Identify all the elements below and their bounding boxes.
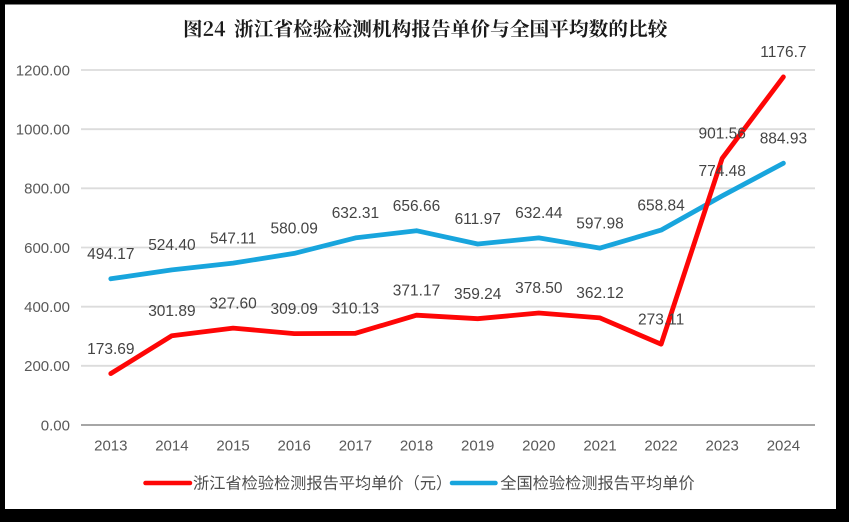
svg-text:1200.00: 1200.00	[16, 62, 70, 79]
svg-text:632.31: 632.31	[332, 205, 379, 222]
svg-text:2022: 2022	[644, 437, 677, 454]
svg-text:378.50: 378.50	[515, 280, 563, 297]
svg-text:1176.7: 1176.7	[760, 44, 806, 61]
svg-text:2017: 2017	[339, 437, 372, 454]
svg-text:611.97: 611.97	[455, 211, 501, 228]
svg-text:2015: 2015	[216, 437, 249, 454]
svg-text:547.11: 547.11	[210, 230, 256, 247]
svg-text:2020: 2020	[522, 437, 555, 454]
svg-text:310.13: 310.13	[332, 301, 379, 318]
svg-text:600.00: 600.00	[24, 240, 70, 257]
svg-text:2021: 2021	[583, 437, 616, 454]
svg-text:2024: 2024	[767, 437, 800, 454]
svg-text:901.56: 901.56	[698, 126, 745, 143]
svg-text:1000.00: 1000.00	[16, 122, 70, 139]
svg-text:301.89: 301.89	[148, 303, 195, 320]
svg-text:2023: 2023	[706, 437, 739, 454]
svg-text:884.93: 884.93	[760, 130, 807, 147]
svg-text:359.24: 359.24	[454, 286, 502, 303]
svg-text:2014: 2014	[155, 437, 188, 454]
svg-text:309.09: 309.09	[270, 301, 317, 318]
svg-text:200.00: 200.00	[24, 358, 70, 375]
svg-text:597.98: 597.98	[576, 215, 623, 232]
svg-text:580.09: 580.09	[270, 221, 317, 238]
svg-text:362.12: 362.12	[576, 285, 623, 302]
svg-text:400.00: 400.00	[24, 299, 70, 316]
svg-text:2016: 2016	[278, 437, 311, 454]
svg-text:774.48: 774.48	[698, 163, 745, 180]
svg-text:524.40: 524.40	[148, 237, 196, 254]
svg-text:371.17: 371.17	[393, 282, 440, 299]
svg-text:2013: 2013	[94, 437, 127, 454]
svg-text:658.84: 658.84	[637, 197, 685, 214]
svg-text:494.17: 494.17	[87, 246, 134, 263]
svg-text:2018: 2018	[400, 437, 433, 454]
svg-text:327.60: 327.60	[209, 295, 257, 312]
svg-text:656.66: 656.66	[393, 198, 440, 215]
svg-text:632.44: 632.44	[515, 205, 563, 222]
svg-text:273.11: 273.11	[638, 311, 684, 328]
svg-text:800.00: 800.00	[24, 181, 70, 198]
svg-text:173.69: 173.69	[87, 341, 134, 358]
svg-text:2019: 2019	[461, 437, 494, 454]
svg-text:0.00: 0.00	[41, 417, 70, 434]
